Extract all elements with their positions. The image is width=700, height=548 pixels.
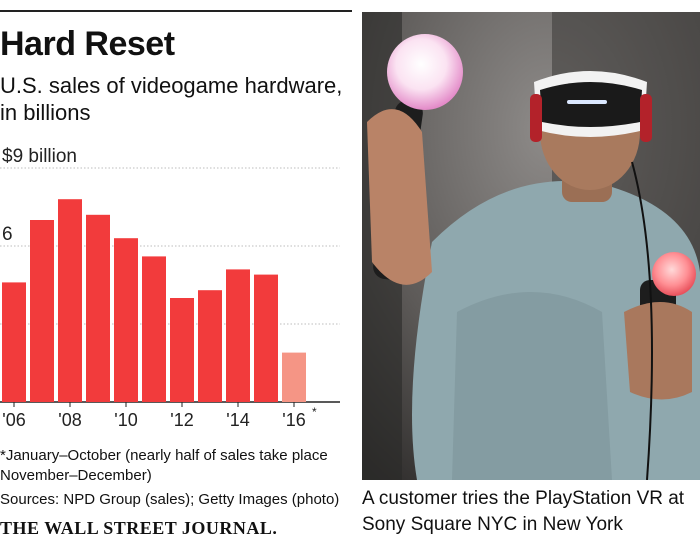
bar-chart: 036$9 billion'06'08'10'12'14'16*: [0, 146, 340, 430]
chart-title: Hard Reset: [0, 25, 175, 63]
sources: Sources: NPD Group (sales); Getty Images…: [0, 491, 340, 508]
bar-2007: [30, 220, 54, 402]
y-tick-label: 6: [2, 224, 13, 245]
x-tick-label: '08: [58, 410, 81, 430]
x-tick-label: '16: [282, 410, 305, 430]
x-tick-label: '12: [170, 410, 193, 430]
bar-2006: [2, 282, 26, 402]
bar-2013: [198, 290, 222, 402]
photo-caption: A customer tries the PlayStation VR at S…: [362, 488, 685, 535]
publisher-logo: THE WALL STREET JOURNAL.: [0, 518, 278, 538]
x-tick-label: '06: [2, 410, 25, 430]
x-tick-footnote-mark: *: [312, 405, 317, 419]
top-rule: [0, 10, 352, 12]
bar-2010: [114, 238, 138, 402]
vr-photo: [362, 12, 700, 480]
bar-2015: [254, 274, 278, 402]
bar-2014: [226, 269, 250, 402]
bar-2016: [282, 352, 306, 402]
bar-2008: [58, 199, 82, 402]
x-tick-label: '10: [114, 410, 137, 430]
chart-subtitle: U.S. sales of videogame hardware, in bil…: [0, 73, 343, 125]
bar-2009: [86, 214, 110, 402]
y-tick-label: $9 billion: [2, 146, 77, 167]
bar-2011: [142, 256, 166, 402]
bar-2012: [170, 298, 194, 402]
footnote: *January–October (nearly half of sales t…: [0, 447, 328, 484]
x-tick-label: '14: [226, 410, 249, 430]
